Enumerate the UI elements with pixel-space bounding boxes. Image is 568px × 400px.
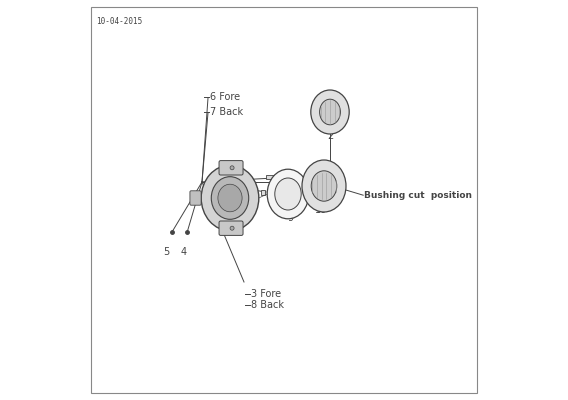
Text: 3 Fore: 3 Fore: [251, 289, 281, 299]
Text: 4: 4: [181, 247, 187, 257]
Bar: [261, 190, 265, 195]
Text: 1: 1: [279, 171, 285, 181]
Text: 9: 9: [287, 213, 293, 223]
Ellipse shape: [230, 166, 234, 170]
Text: 2: 2: [328, 131, 334, 141]
Ellipse shape: [320, 99, 340, 125]
Ellipse shape: [311, 90, 349, 134]
Text: 7 Back: 7 Back: [210, 107, 243, 117]
Text: 5: 5: [163, 247, 169, 257]
Text: 10-04-2015: 10-04-2015: [96, 17, 142, 26]
Ellipse shape: [211, 177, 249, 219]
Bar: [266, 175, 274, 179]
Text: 10: 10: [315, 205, 327, 215]
FancyBboxPatch shape: [219, 160, 243, 175]
Ellipse shape: [302, 160, 346, 212]
Ellipse shape: [230, 226, 234, 230]
Ellipse shape: [218, 184, 242, 212]
Text: 6 Fore: 6 Fore: [210, 92, 240, 102]
Ellipse shape: [267, 169, 309, 219]
FancyBboxPatch shape: [219, 221, 243, 235]
FancyBboxPatch shape: [190, 191, 201, 205]
Text: Bushing cut  position: Bushing cut position: [364, 192, 472, 200]
Ellipse shape: [311, 171, 337, 201]
Text: 11: 11: [267, 187, 279, 197]
Ellipse shape: [201, 165, 259, 231]
Text: 8 Back: 8 Back: [251, 300, 284, 310]
Ellipse shape: [275, 178, 301, 210]
